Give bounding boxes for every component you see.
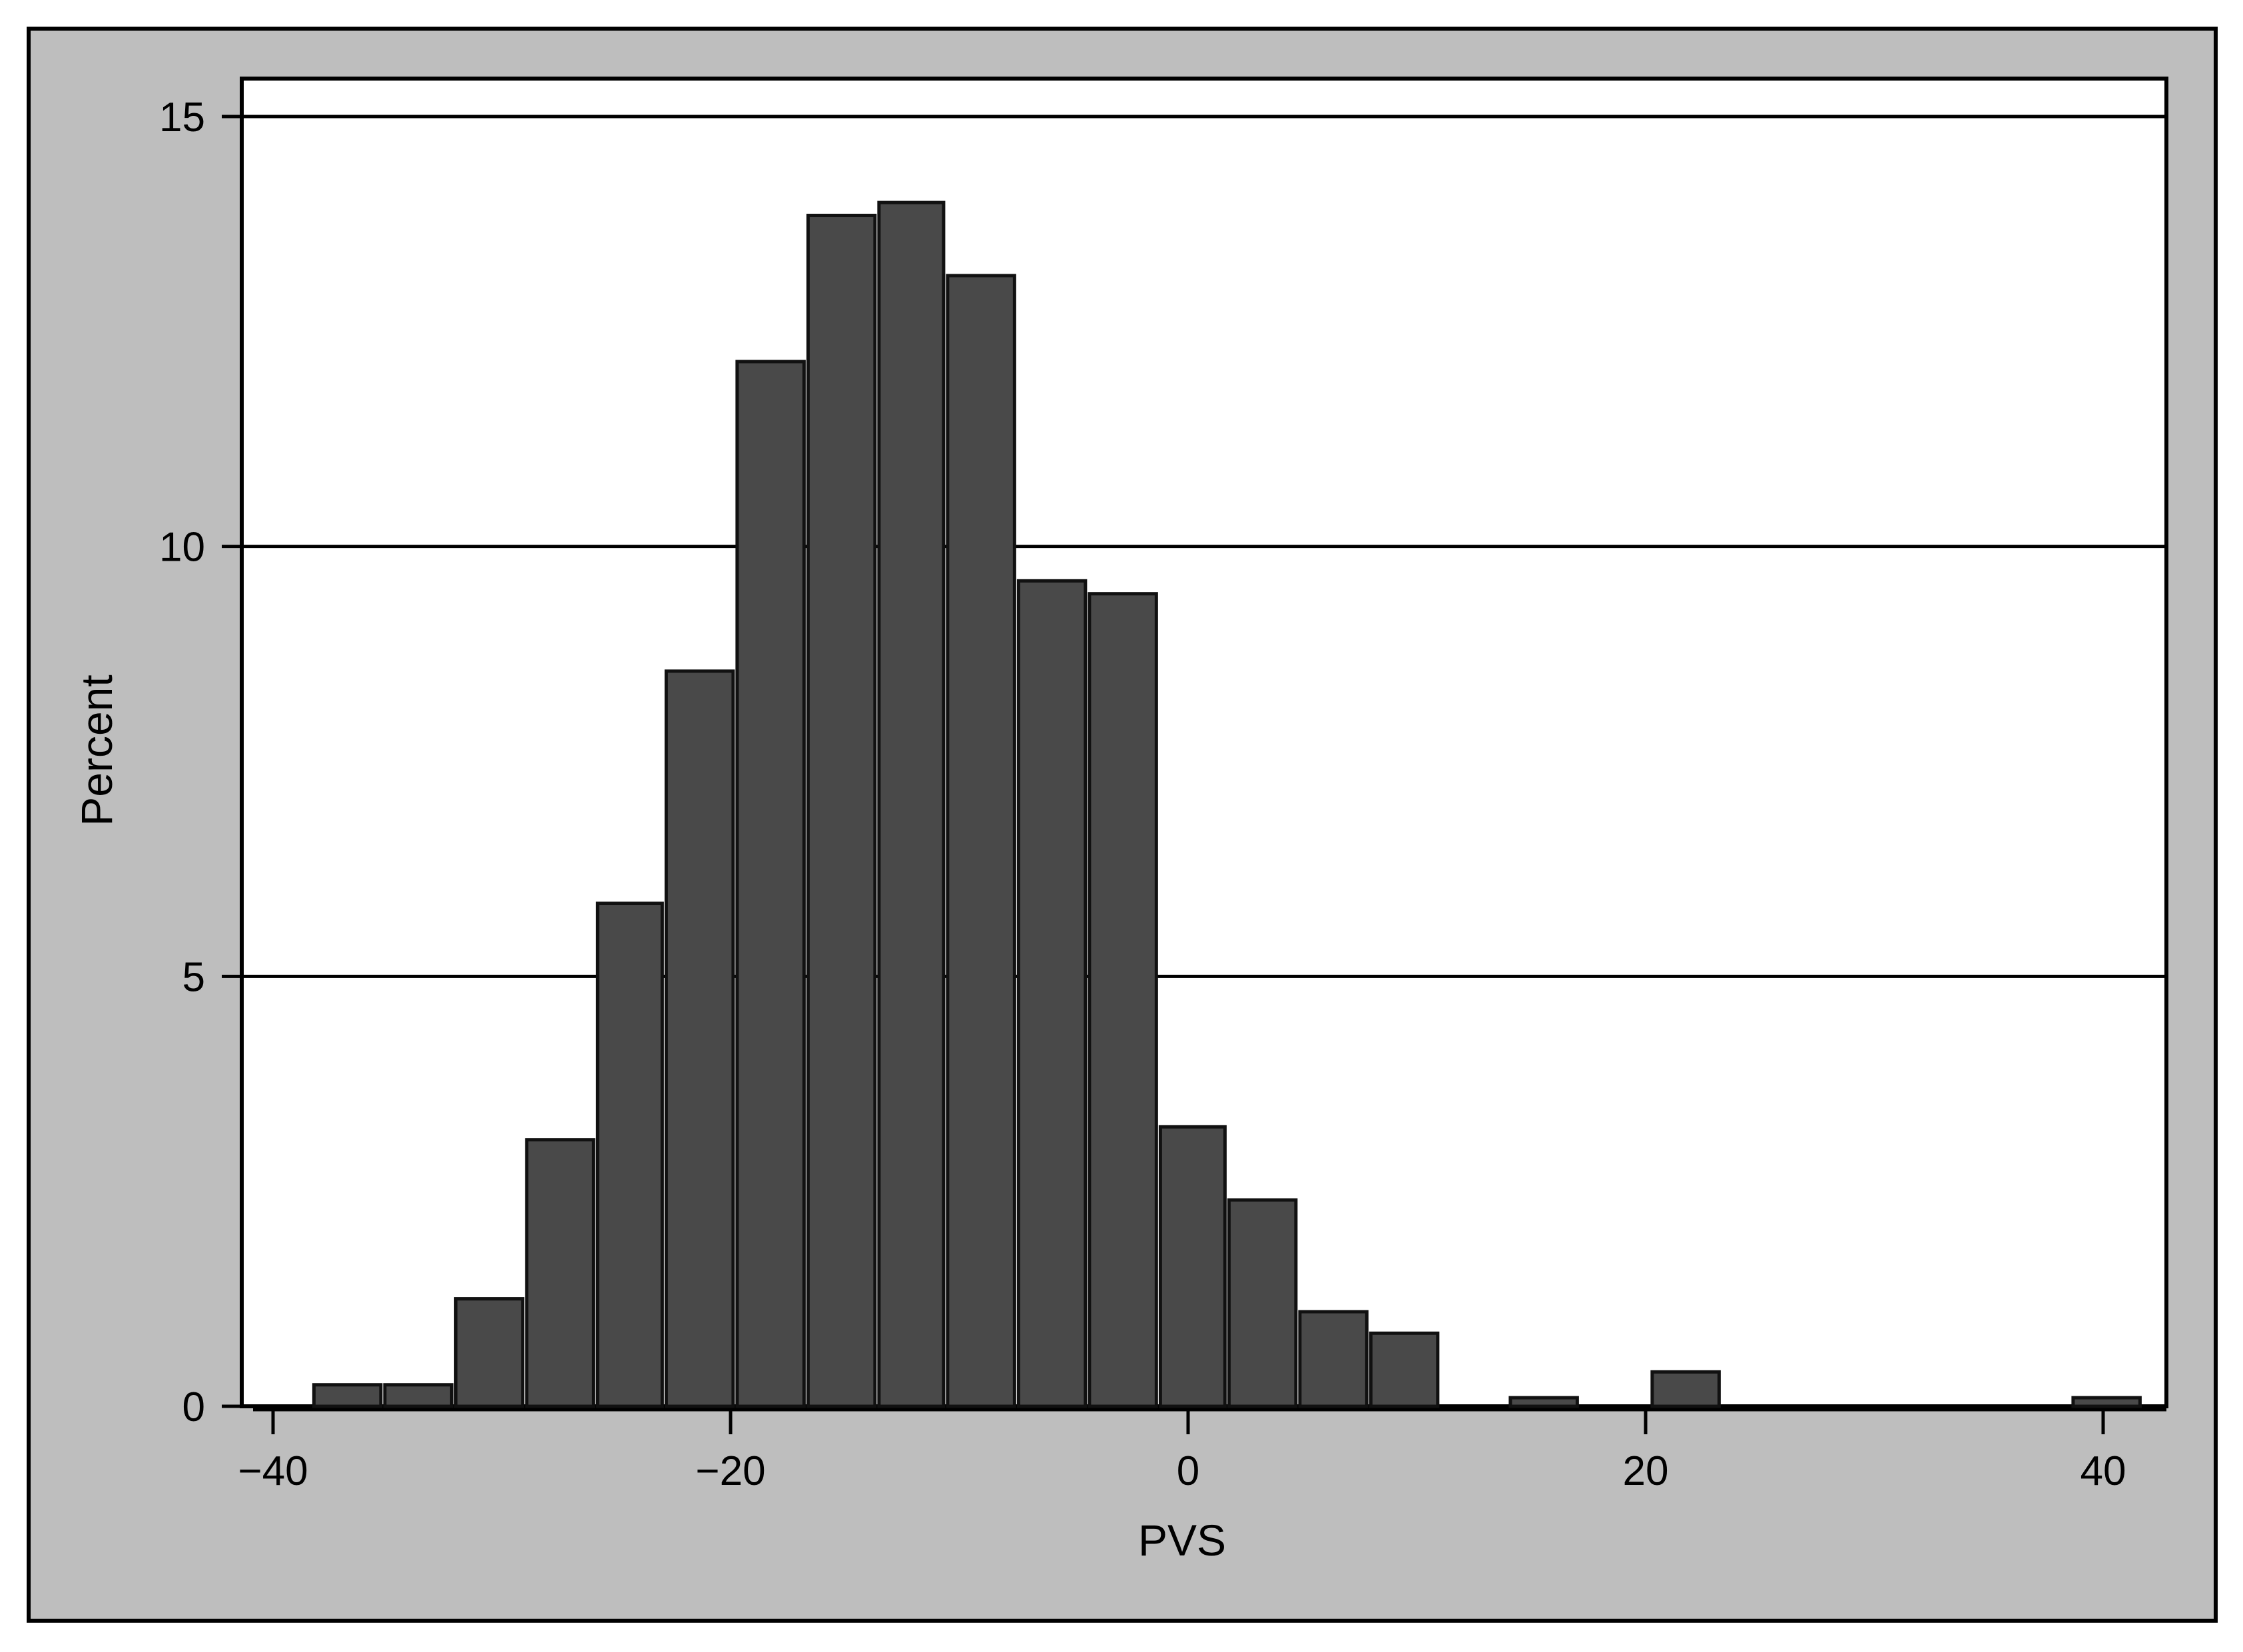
- axes: [222, 110, 2166, 1434]
- x-tick-label-40: 40: [2081, 1448, 2126, 1494]
- histogram-bar-11: [1088, 592, 1158, 1408]
- x-tick-label-20: 20: [1623, 1448, 1669, 1494]
- histogram-bar-9: [946, 274, 1016, 1408]
- histogram-bar-2: [454, 1297, 525, 1408]
- y-tick-label-0: 0: [182, 1384, 205, 1430]
- histogram-bar-10: [1016, 579, 1088, 1408]
- y-tick-label-5: 5: [182, 954, 205, 1000]
- y-tick-label-10: 10: [159, 525, 205, 571]
- bars: [312, 200, 2142, 1408]
- x-tick-label--20: −20: [695, 1448, 765, 1494]
- tick-labels: 0 5 10 15 −40 −20 0 20 40: [159, 95, 2126, 1494]
- histogram-bar-7: [806, 214, 877, 1408]
- gridlines: [242, 115, 2166, 978]
- histogram-bar-16: [1508, 1396, 1579, 1408]
- histogram-bar-6: [735, 360, 806, 1408]
- histogram-bar-18: [2071, 1396, 2142, 1408]
- histogram-bar-17: [1650, 1370, 1721, 1408]
- histogram-bar-1: [383, 1383, 454, 1408]
- x-tick-label--40: −40: [238, 1448, 308, 1494]
- x-tick-label-0: 0: [1177, 1448, 1199, 1494]
- histogram-bar-8: [877, 200, 946, 1408]
- histogram-bar-3: [525, 1138, 595, 1408]
- histogram-bar-15: [1369, 1331, 1440, 1408]
- histogram-bar-5: [664, 669, 735, 1408]
- histogram-bar-4: [595, 902, 664, 1408]
- histogram-bar-12: [1158, 1125, 1227, 1408]
- y-axis-title: Percent: [72, 675, 121, 826]
- histogram-bar-0: [312, 1383, 383, 1408]
- x-axis-title: PVS: [1138, 1515, 1226, 1565]
- y-tick-label-15: 15: [159, 95, 205, 140]
- histogram-bar-13: [1227, 1198, 1298, 1408]
- histogram-bar-14: [1298, 1310, 1369, 1408]
